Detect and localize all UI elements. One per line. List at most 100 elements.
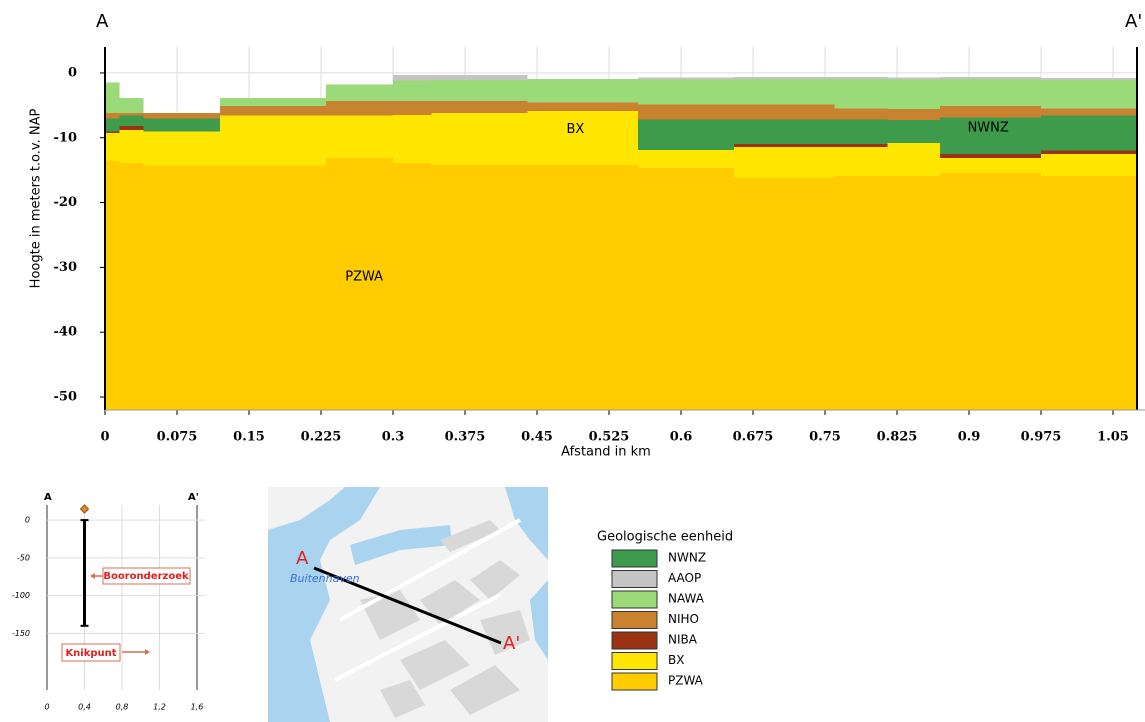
x-tick-label: 0.075 bbox=[157, 430, 198, 445]
y-tick-label: -10 bbox=[54, 130, 78, 145]
layer-segment bbox=[325, 84, 393, 101]
x-tick-label: 0.45 bbox=[521, 430, 553, 445]
legend-swatch bbox=[611, 631, 658, 650]
map: A A' Buitenhaven bbox=[268, 487, 548, 722]
layer-segment bbox=[119, 98, 144, 114]
layer-segment bbox=[834, 175, 888, 410]
map-label: A bbox=[296, 548, 309, 569]
legend-label: BX bbox=[668, 653, 684, 667]
layer-segment bbox=[733, 119, 835, 145]
layer-segment bbox=[393, 74, 432, 81]
layer-segment bbox=[637, 79, 734, 105]
layer-segment bbox=[325, 100, 393, 116]
layer-segment bbox=[393, 100, 432, 116]
y-tick-label: -50 bbox=[54, 390, 78, 405]
layer-segment bbox=[1041, 108, 1137, 116]
layer-segment bbox=[834, 76, 888, 79]
layer-segment bbox=[325, 157, 393, 410]
x-tick-label: 0.75 bbox=[809, 430, 841, 445]
legend-label: PZWA bbox=[668, 674, 704, 688]
layer-segment bbox=[887, 79, 941, 110]
layer-segment bbox=[940, 157, 1041, 173]
layer-segment bbox=[637, 168, 734, 410]
layer-segment bbox=[105, 118, 120, 132]
legend-label: NIBA bbox=[668, 633, 698, 647]
layer-segment bbox=[105, 161, 120, 410]
annotation: Knikpunt bbox=[65, 648, 116, 659]
section-end: A bbox=[96, 11, 109, 32]
layer-segment bbox=[220, 165, 326, 410]
x-tick-label: 0.675 bbox=[733, 430, 774, 445]
legend-swatch bbox=[611, 672, 658, 691]
layer-segment bbox=[325, 115, 393, 158]
layer-segment bbox=[887, 109, 941, 121]
x-tick-label: 0.3 bbox=[382, 430, 405, 445]
layer-segment bbox=[105, 133, 120, 162]
layer-segment bbox=[733, 144, 835, 147]
layer-segment bbox=[733, 76, 835, 79]
y-tick-label: -40 bbox=[54, 325, 78, 340]
layer-segment bbox=[527, 78, 638, 103]
layer-segment bbox=[1041, 80, 1137, 109]
layer-segment bbox=[119, 113, 144, 116]
annotation: NWNZ bbox=[968, 121, 1009, 136]
layer-segment bbox=[733, 104, 835, 120]
legend-label: AAOP bbox=[668, 571, 701, 585]
x-tick-label: 0.975 bbox=[1021, 430, 1062, 445]
layer-segment bbox=[940, 117, 1041, 154]
annotation: Booronderzoek bbox=[103, 571, 189, 582]
layer-segment bbox=[637, 119, 734, 151]
section-end: A' bbox=[188, 492, 199, 503]
layer-segment bbox=[220, 98, 326, 106]
layer-segment bbox=[393, 80, 432, 101]
layer-segment bbox=[143, 113, 221, 119]
x-tick-label: 0,8 bbox=[116, 703, 129, 712]
annotation-box bbox=[102, 567, 191, 585]
layer-segment bbox=[119, 129, 144, 164]
section-end: A' bbox=[1125, 11, 1142, 32]
y-tick-label: -50 bbox=[17, 553, 30, 562]
x-tick-label: 0.225 bbox=[301, 430, 342, 445]
layer-segment bbox=[143, 118, 221, 132]
layer-segment bbox=[527, 102, 638, 112]
layer-segment bbox=[733, 177, 835, 410]
layer-segment bbox=[940, 105, 1041, 118]
x-tick-label: 1,6 bbox=[191, 703, 204, 712]
layer-segment bbox=[834, 146, 888, 176]
layer-segment bbox=[637, 150, 734, 169]
layer-segment bbox=[393, 163, 432, 410]
layer-segment bbox=[887, 175, 941, 410]
layer-segment bbox=[119, 163, 144, 410]
layer-segment bbox=[119, 115, 144, 127]
legend-title: Geologische eenheid bbox=[597, 530, 733, 545]
x-tick-label: 0.825 bbox=[877, 430, 918, 445]
map-place: Buitenhaven bbox=[290, 572, 360, 585]
y-tick-label: -30 bbox=[54, 260, 78, 275]
legend-swatch bbox=[611, 611, 658, 629]
layer-segment bbox=[834, 108, 888, 120]
x-tick-label: 0 bbox=[44, 703, 49, 712]
x-tick-label: 0,4 bbox=[78, 703, 91, 712]
layer-segment bbox=[887, 120, 941, 143]
layer-segment bbox=[431, 164, 528, 410]
layer-segment bbox=[105, 82, 120, 114]
layer-segment bbox=[940, 76, 1041, 79]
legend-label: NWNZ bbox=[668, 551, 706, 565]
map-label: A' bbox=[503, 633, 520, 654]
legend-swatch bbox=[611, 590, 658, 609]
x-tick-label: 0.9 bbox=[958, 430, 981, 445]
layer-segment bbox=[1041, 78, 1137, 81]
layer-segment bbox=[1041, 150, 1137, 154]
legend-label: NAWA bbox=[668, 592, 705, 606]
layer-segment bbox=[637, 104, 734, 120]
layer-segment bbox=[527, 164, 638, 410]
y-tick-label: 0 bbox=[68, 65, 77, 80]
annotation: PZWA bbox=[345, 270, 383, 285]
knikpunt-marker bbox=[79, 504, 90, 514]
x-tick-label: 1,2 bbox=[153, 703, 166, 712]
layer-segment bbox=[143, 131, 221, 166]
layer-segment bbox=[1041, 175, 1137, 410]
layer-segment bbox=[940, 153, 1041, 158]
